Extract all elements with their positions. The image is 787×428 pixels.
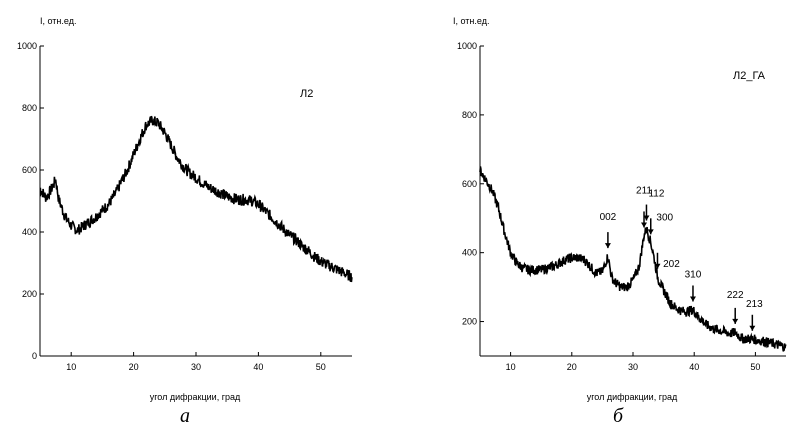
peak-label-310: 310 xyxy=(685,270,702,281)
peak-label-112: 112 xyxy=(648,189,664,200)
panel-a-x-tick-label: 20 xyxy=(129,362,139,372)
peak-label-300: 300 xyxy=(656,212,673,223)
panel-b-x-tick-label: 30 xyxy=(628,362,638,372)
peak-arrowhead-213 xyxy=(749,325,756,331)
panel-a-x-tick-label: 50 xyxy=(316,362,326,372)
panel-a-ylabel: I, отн.ед. xyxy=(40,16,76,26)
panel-b-y-axis: 200 400 600 800 1000 xyxy=(457,41,484,327)
panel-b-x-tick-label: 40 xyxy=(689,362,699,372)
panel-a-y-axis: 0 200 400 600 800 1000 xyxy=(17,41,44,361)
panel-b-x-tick-label: 10 xyxy=(506,362,516,372)
peak-label-213: 213 xyxy=(746,299,763,310)
panel-a-y-tick-label: 0 xyxy=(32,351,37,361)
peak-arrowhead-300 xyxy=(647,229,654,235)
peak-arrowhead-211 xyxy=(641,222,648,228)
panel-a-x-tick-label: 40 xyxy=(253,362,263,372)
panel-a-xlabel: угол дифракции, град xyxy=(150,392,241,402)
panel-b-y-tick-label: 800 xyxy=(462,110,477,120)
peak-label-002: 002 xyxy=(600,212,617,223)
panel-b-y-tick-label: 1000 xyxy=(457,41,477,51)
panel-a-caption: а xyxy=(180,405,190,427)
panel-a-y-tick-label: 800 xyxy=(22,103,37,113)
peak-arrowhead-112 xyxy=(643,215,650,221)
panel-b-title: Л2_ГА xyxy=(733,70,766,82)
panel-a-x-tick-label: 10 xyxy=(66,362,76,372)
panel-b-y-tick-label: 200 xyxy=(462,317,477,327)
peak-arrowhead-222 xyxy=(732,318,739,324)
peak-arrowhead-202 xyxy=(654,263,661,269)
panel-a: I, отн.ед. Л2 0 200 400 600 800 1000 10 20 30 40… xyxy=(17,16,353,427)
panel-a-x-tick-label: 30 xyxy=(191,362,201,372)
panel-b-ylabel: I, отн.ед. xyxy=(453,16,489,26)
peak-label-211: 211 xyxy=(636,185,652,196)
panel-b-y-tick-label: 400 xyxy=(462,248,477,258)
panel-b-x-axis: 10 20 30 40 50 xyxy=(506,352,760,372)
peak-label-222: 222 xyxy=(727,290,744,301)
panel-b: I, отн.ед. Л2_ГА 200 400 600 800 1000 10 20 30… xyxy=(453,16,787,427)
panel-a-spectrum-line xyxy=(39,115,353,283)
panel-b-caption: б xyxy=(613,405,624,427)
panel-a-y-tick-label: 600 xyxy=(22,165,37,175)
panel-a-title: Л2 xyxy=(300,88,313,100)
peak-label-202: 202 xyxy=(663,259,680,270)
peak-arrowhead-310 xyxy=(689,296,696,302)
peak-arrowhead-002 xyxy=(604,243,611,249)
panel-a-y-tick-label: 400 xyxy=(22,227,37,237)
panel-a-x-axis: 10 20 30 40 50 xyxy=(66,352,326,372)
panel-b-x-tick-label: 50 xyxy=(750,362,760,372)
panel-b-xlabel: угол дифракции, град xyxy=(587,392,678,402)
panel-a-y-tick-label: 200 xyxy=(22,289,37,299)
panel-b-spectrum-line xyxy=(479,166,787,352)
panel-b-y-tick-label: 600 xyxy=(462,179,477,189)
panel-b-x-tick-label: 20 xyxy=(567,362,577,372)
panel-a-y-tick-label: 1000 xyxy=(17,41,37,51)
